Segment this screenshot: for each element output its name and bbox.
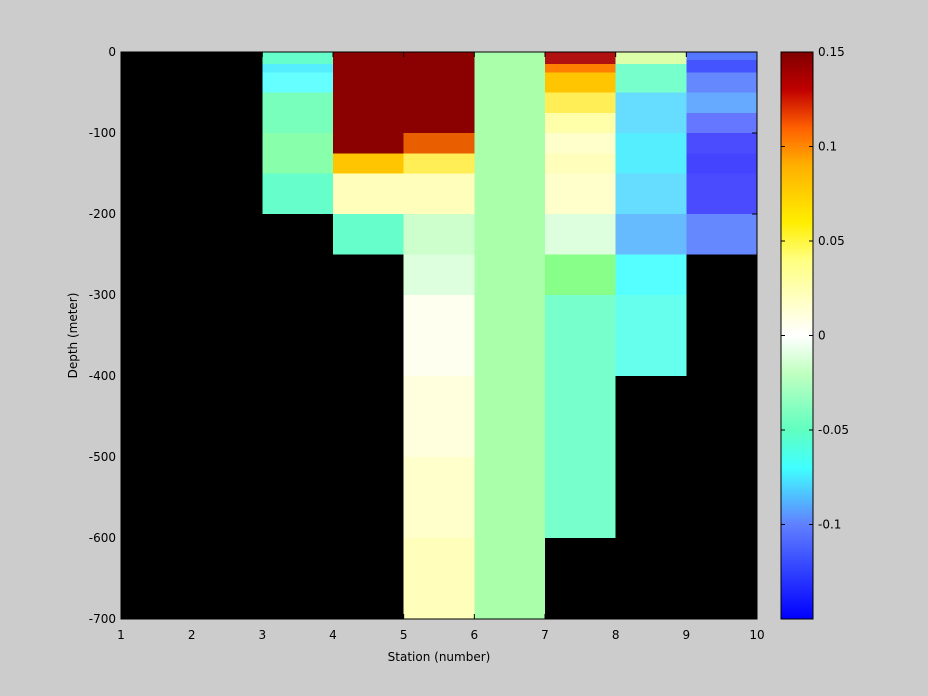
y-tick-label: -400: [89, 369, 116, 383]
heatmap-cell: [545, 92, 616, 113]
heatmap-cell: [403, 133, 475, 154]
heatmap-cell: [545, 64, 616, 73]
heatmap-cell: [545, 254, 616, 295]
heatmap-cell: [545, 214, 616, 255]
heatmap-cell: [615, 214, 687, 255]
colorbar-tick-label: 0: [818, 329, 826, 343]
x-tick-label: 6: [471, 628, 479, 642]
heatmap-cell: [403, 153, 475, 174]
x-tick-label: 9: [683, 628, 691, 642]
heatmap-cell: [403, 457, 475, 538]
heatmap-cell: [686, 112, 757, 133]
y-tick-label: -200: [89, 207, 116, 221]
heatmap-cell: [615, 254, 687, 295]
y-tick-label: -700: [89, 612, 116, 626]
colorbar-tick-label: -0.05: [818, 423, 849, 437]
heatmap-cell: [686, 214, 757, 255]
heatmap-cell: [686, 72, 757, 93]
y-tick-label: -300: [89, 288, 116, 302]
heatmap-cell: [333, 153, 404, 174]
heatmap-cell: [615, 64, 687, 93]
heatmap-cell: [403, 173, 475, 214]
heatmap-cell: [545, 52, 616, 65]
plot-area: [120, 51, 758, 620]
heatmap-cell: [615, 52, 687, 65]
x-tick-label: 7: [541, 628, 549, 642]
heatmap-cell: [686, 60, 757, 73]
heatmap-cell: [686, 92, 757, 113]
heatmap-cell: [333, 214, 404, 255]
colorbar-tick-label: 0.05: [818, 234, 845, 248]
y-tick-label: -500: [89, 450, 116, 464]
x-tick-label: 2: [188, 628, 196, 642]
heatmap-cell: [615, 173, 687, 214]
colorbar: 0.15 0.1 0.05 0 -0.05 -0.1: [780, 45, 849, 620]
heatmap-cell: [403, 52, 475, 133]
heatmap-cell: [686, 173, 757, 214]
x-tick-label: 1: [117, 628, 125, 642]
heatmap-cell: [474, 52, 545, 619]
heatmap-cell: [403, 538, 475, 619]
y-axis: 0 -100 -200 -300 -400 -500 -600 -700: [89, 45, 757, 626]
heatmap-cell: [333, 173, 404, 214]
heatmap-cell: [545, 133, 616, 154]
heatmap-cell: [615, 92, 687, 133]
heatmap-cell: [686, 153, 757, 174]
x-tick-label: 4: [329, 628, 337, 642]
heatmap-cell: [686, 52, 757, 61]
x-tick-label: 10: [749, 628, 764, 642]
y-tick-label: -100: [89, 126, 116, 140]
heatmap-cell: [403, 376, 475, 457]
x-axis-label: Station (number): [388, 650, 491, 664]
colorbar-tick-label: -0.1: [818, 518, 841, 532]
heatmap-cell: [262, 173, 333, 214]
colorbar-tick-label: 0.1: [818, 140, 837, 154]
heatmap-cell: [686, 133, 757, 154]
heatmap-cell: [545, 153, 616, 174]
x-tick-label: 3: [259, 628, 267, 642]
heatmap-cell: [545, 112, 616, 133]
x-axis: 1 2 3 4 5 6 7 8 9 10: [117, 52, 765, 642]
heatmap-cell: [545, 295, 616, 538]
heatmap-cell: [545, 72, 616, 93]
heatmap-cell: [262, 92, 333, 133]
x-tick-label: 5: [400, 628, 408, 642]
heatmap-cell: [333, 52, 404, 154]
plot-frame: [120, 51, 758, 620]
heatmap-cell: [262, 52, 333, 65]
heatmap-cell: [403, 254, 475, 295]
heatmap-cells: [262, 52, 757, 619]
x-tick-label: 8: [612, 628, 620, 642]
y-tick-label: 0: [108, 45, 116, 59]
heatmap-cell: [615, 133, 687, 174]
heatmap-cell: [403, 295, 475, 376]
heatmap-cell: [262, 64, 333, 73]
colorbar-gradient: [780, 51, 814, 620]
y-tick-label: -600: [89, 531, 116, 545]
heatmap-cell: [262, 133, 333, 174]
heatmap-cell: [403, 214, 475, 255]
heatmap-cell: [545, 173, 616, 214]
heatmap-cell: [262, 72, 333, 93]
heatmap-cell: [615, 295, 687, 376]
colorbar-ticks: 0.15 0.1 0.05 0 -0.05 -0.1: [781, 45, 849, 532]
colorbar-tick-label: 0.15: [818, 45, 845, 59]
y-axis-label: Depth (meter): [66, 293, 80, 379]
